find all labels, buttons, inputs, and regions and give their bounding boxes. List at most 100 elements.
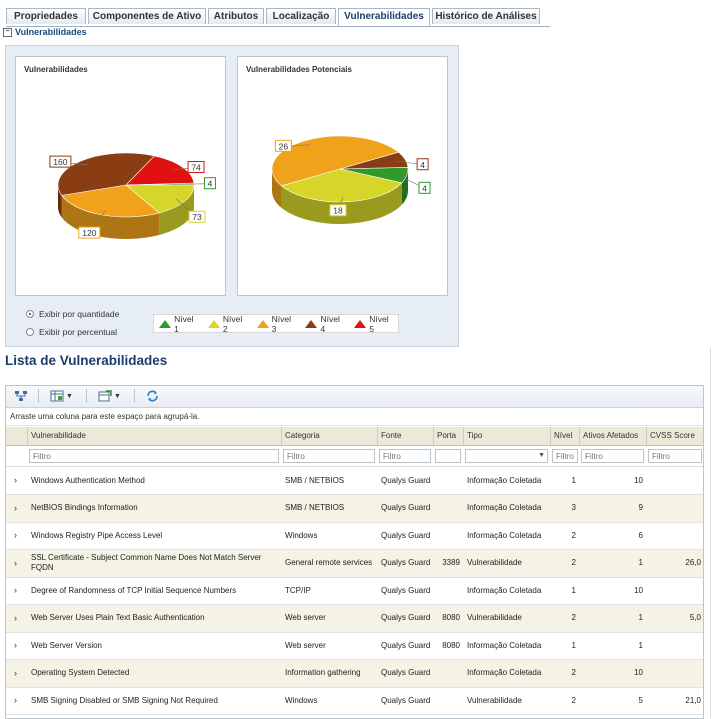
radio-button[interactable] <box>26 310 34 318</box>
radio-label: Exibir por percentual <box>39 327 117 337</box>
filter-categoria[interactable] <box>283 449 375 463</box>
table-row[interactable]: › Windows Registry Pipe Access Level Windo… <box>6 522 703 550</box>
column-header-ativos-afetados[interactable]: Ativos Afetados <box>580 427 647 445</box>
pie-label-box <box>203 177 216 190</box>
cell-cvss <box>647 632 703 659</box>
filter-cvss-score[interactable] <box>648 449 702 463</box>
table-row[interactable]: › Degree of Randomness of TCP Initial Seq… <box>6 577 703 605</box>
export-button[interactable]: ▼ <box>98 389 121 403</box>
tab-bar: Propriedades Componentes de Ativo Atribu… <box>6 8 550 27</box>
table-row[interactable]: › Web Server Version Web server Qualys Guar… <box>6 632 703 660</box>
pie-slice-side <box>159 185 194 235</box>
tab-localizacao[interactable]: Localização <box>266 8 336 24</box>
filter-fonte[interactable] <box>379 449 431 463</box>
chart-vulnerabilidades: Vulnerabilidades 4 73 120 160 74 <box>15 56 226 296</box>
cell-cvss <box>647 522 703 549</box>
cell-source: Qualys Guard <box>381 613 431 622</box>
refresh-button[interactable] <box>146 389 159 403</box>
pie-slice-nivel-3[interactable] <box>61 184 160 218</box>
column-header-tipo[interactable]: Tipo <box>464 427 551 445</box>
cell-level: 2 <box>571 613 576 622</box>
expand-row-icon[interactable]: › <box>14 502 17 513</box>
hierarchy-button[interactable] <box>14 389 28 403</box>
chevron-down-icon: ▼ <box>114 392 121 400</box>
cell-category: Web server <box>285 640 326 650</box>
cell-level: 3 <box>571 503 576 512</box>
chevron-down-icon: ▼ <box>66 392 73 400</box>
chevron-down-icon: ▼ <box>538 452 545 459</box>
filter-porta[interactable] <box>435 449 461 463</box>
table-row[interactable]: › SSL Certificate - Subject Common Name D… <box>6 549 703 578</box>
group-by-area[interactable]: Arraste uma coluna para este espaço para… <box>6 408 703 426</box>
cell-port <box>434 687 464 714</box>
chart-title-vulnerabilidades-potenciais: Vulnerabilidades Potenciais <box>246 65 352 74</box>
column-header-fonte[interactable]: Fonte <box>378 427 434 445</box>
table-row[interactable]: › NetBIOS Bindings Information SMB / NETBI… <box>6 494 703 523</box>
cell-name: Web Server Version <box>31 640 102 650</box>
cell-affected: 1 <box>638 640 643 650</box>
column-header-vulnerabilidade[interactable]: Vulnerabilidade <box>28 427 282 445</box>
radio-percentual[interactable]: Exibir por percentual <box>26 327 117 337</box>
cell-name: Windows Registry Pipe Access Level <box>31 530 163 540</box>
cell-name: Operating System Detected <box>31 668 130 677</box>
radio-quantidade[interactable]: Exibir por quantidade <box>26 309 119 319</box>
expand-row-icon[interactable]: › <box>14 557 17 568</box>
cell-cvss: 5,0 <box>689 613 701 622</box>
refresh-icon <box>147 390 158 402</box>
filter-nivel[interactable] <box>552 449 578 463</box>
expand-row-icon[interactable]: › <box>14 585 17 595</box>
cell-source: Qualys Guard <box>381 640 431 650</box>
expand-row-icon[interactable]: › <box>14 667 17 678</box>
expand-row-icon[interactable]: › <box>14 530 17 540</box>
table-row[interactable]: › Operating System Detected Information ga… <box>6 659 703 688</box>
pie-slice-nivel-3[interactable] <box>271 135 400 187</box>
tab-atributos[interactable]: Atributos <box>208 8 264 24</box>
cell-level: 2 <box>571 558 576 567</box>
cell-port <box>434 522 464 549</box>
expand-row-icon[interactable]: › <box>14 640 17 650</box>
legend-item: Nível 2 <box>207 314 248 334</box>
table-row[interactable]: › Windows Authentication Method SMB / NETB… <box>6 467 703 495</box>
table-row[interactable]: › SMB Signing Disabled or SMB Signing Not… <box>6 687 703 715</box>
filter-vulnerabilidade[interactable] <box>29 449 279 463</box>
pie-data-label: 73 <box>192 212 202 222</box>
table-row[interactable]: › Web Server Uses Plain Text Basic Authen… <box>6 604 703 633</box>
cell-level: 2 <box>571 695 576 705</box>
cell-port: 8080 <box>442 640 460 650</box>
cell-type: Vulnerabilidade <box>467 613 522 622</box>
filter-ativos-afetados[interactable] <box>581 449 644 463</box>
collapse-icon[interactable]: − <box>3 27 12 37</box>
tab-componentes-de-ativo[interactable]: Componentes de Ativo <box>88 8 206 24</box>
pie-slice-nivel-2[interactable] <box>125 184 195 214</box>
pie-slice-nivel-5[interactable] <box>125 155 195 186</box>
tab-propriedades[interactable]: Propriedades <box>6 8 86 24</box>
legend-item: Nível 3 <box>256 314 297 334</box>
cell-level: 2 <box>571 530 576 540</box>
column-header-porta[interactable]: Porta <box>434 427 464 445</box>
cell-name: SSL Certificate - Subject Common Name Do… <box>31 553 262 572</box>
columns-button[interactable]: ▼ <box>50 389 73 403</box>
radio-button[interactable] <box>26 328 34 336</box>
tab-historico-de-analises[interactable]: Histórico de Análises <box>432 8 540 24</box>
cell-cvss <box>647 467 703 494</box>
cell-name: Degree of Randomness of TCP Initial Sequ… <box>31 585 237 595</box>
pie-label-box <box>49 155 72 168</box>
expand-row-icon[interactable]: › <box>14 612 17 623</box>
column-header-nivel[interactable]: Nível <box>551 427 580 445</box>
cell-type: Vulnerabilidade <box>467 558 522 567</box>
cell-source: Qualys Guard <box>381 475 431 485</box>
filter-tipo-dropdown[interactable]: ▼ <box>465 449 548 463</box>
column-header-categoria[interactable]: Categoria <box>282 427 378 445</box>
pie-slice-nivel-4[interactable] <box>57 152 156 196</box>
column-header-cvss-score[interactable]: CVSS Score <box>647 427 703 445</box>
cell-affected: 1 <box>638 613 643 622</box>
expand-row-icon[interactable]: › <box>14 695 17 705</box>
tab-vulnerabilidades[interactable]: Vulnerabilidades <box>338 8 430 26</box>
expand-row-icon[interactable]: › <box>14 475 17 485</box>
cell-type: Informação Coletada <box>467 585 542 595</box>
cell-source: Qualys Guard <box>381 503 431 512</box>
legend-swatch <box>159 319 171 328</box>
page-scrollbar[interactable] <box>710 348 711 718</box>
pie-slice-nivel-5[interactable] <box>339 151 409 170</box>
chart-legend: Nível 1 Nível 2 Nível 3 Nível 4 Nível 5 <box>153 314 399 334</box>
